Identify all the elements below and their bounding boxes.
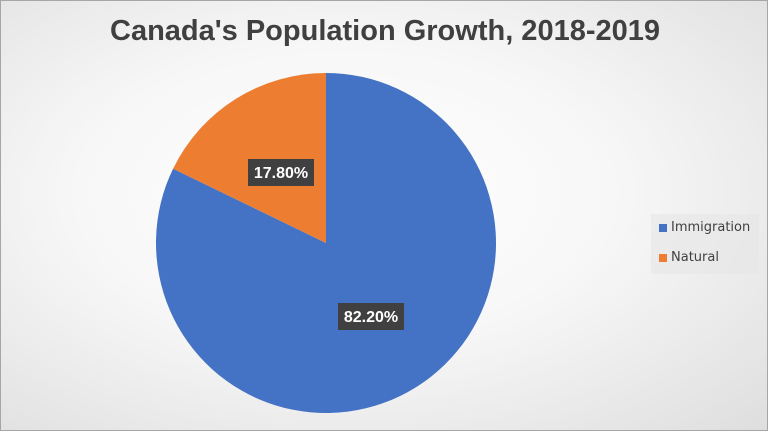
legend-item-natural: Natural xyxy=(659,250,719,265)
pie-slice-natural xyxy=(173,72,326,243)
legend-swatch-immigration xyxy=(659,223,667,232)
legend-label: Natural xyxy=(671,250,719,265)
data-label-box xyxy=(338,303,404,330)
legend-label: Immigration xyxy=(671,220,751,235)
data-label-text: 17.80% xyxy=(254,165,308,182)
chart-title: Canada's Population Growth, 2018-2019 xyxy=(110,15,660,47)
legend: Immigration Natural xyxy=(651,214,759,274)
legend-swatch-natural xyxy=(659,253,667,262)
data-label-text: 82.20% xyxy=(344,309,398,326)
data-label-box xyxy=(248,159,314,186)
data-label-immigration: 82.20% xyxy=(338,303,404,330)
legend-item-immigration: Immigration xyxy=(659,220,750,235)
data-label-natural: 17.80% xyxy=(248,159,314,186)
